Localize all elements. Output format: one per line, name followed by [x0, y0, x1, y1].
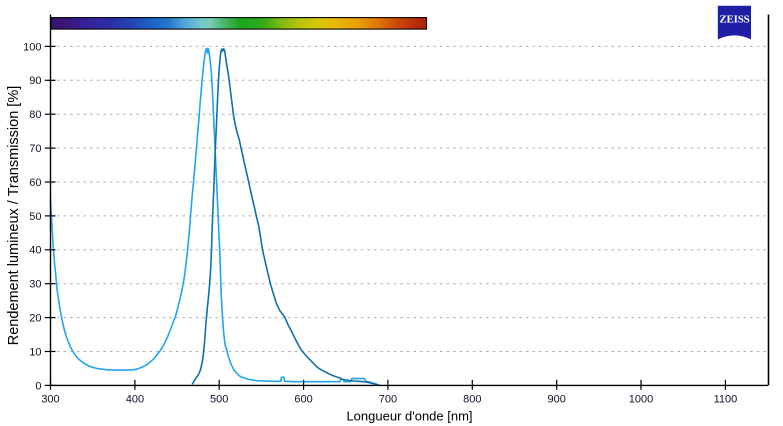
svg-text:30: 30: [29, 279, 41, 291]
svg-text:20: 20: [29, 313, 41, 325]
svg-text:Longueur d'onde [nm]: Longueur d'onde [nm]: [346, 408, 472, 423]
svg-text:100: 100: [23, 41, 41, 53]
svg-text:70: 70: [29, 143, 41, 155]
svg-text:700: 700: [379, 394, 397, 406]
svg-text:ZEISS: ZEISS: [719, 14, 749, 26]
svg-text:900: 900: [548, 394, 566, 406]
svg-text:1000: 1000: [629, 394, 653, 406]
svg-text:90: 90: [29, 75, 41, 87]
svg-text:40: 40: [29, 245, 41, 257]
svg-text:10: 10: [29, 346, 41, 358]
svg-text:400: 400: [126, 394, 144, 406]
svg-text:60: 60: [29, 177, 41, 189]
svg-text:500: 500: [210, 394, 228, 406]
svg-text:50: 50: [29, 211, 41, 223]
svg-text:800: 800: [463, 394, 481, 406]
svg-text:80: 80: [29, 109, 41, 121]
svg-text:1100: 1100: [714, 394, 738, 406]
svg-text:600: 600: [294, 394, 312, 406]
svg-text:0: 0: [35, 380, 41, 392]
svg-text:300: 300: [41, 394, 59, 406]
svg-text:Rendement lumineux / Transmiss: Rendement lumineux / Transmission [%]: [6, 86, 22, 346]
